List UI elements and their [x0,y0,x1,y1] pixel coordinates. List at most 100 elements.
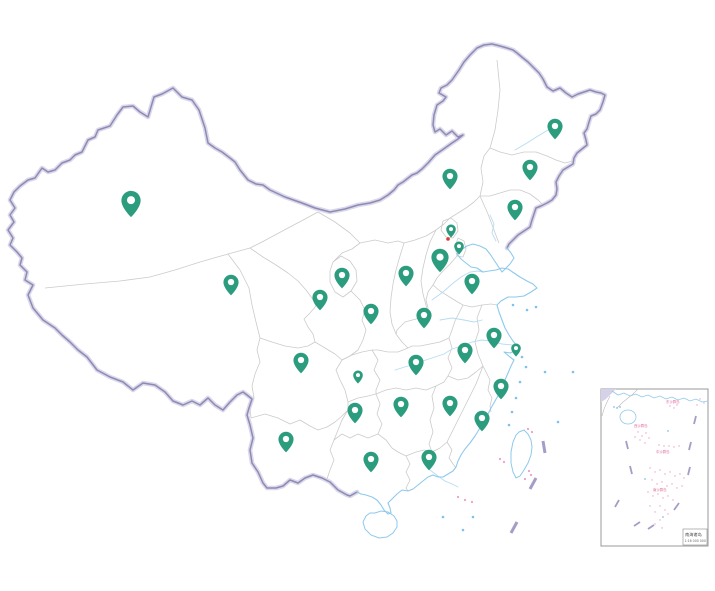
inset-island-dot-pink [667,495,669,497]
inset-island-dot-pink [696,404,698,406]
island-dot-blue [571,370,575,374]
inset-island-dot-pink [664,473,666,475]
inset-frame [600,388,709,547]
island-dot-blue [471,515,475,519]
island-dot-pink [526,427,530,431]
inset-island-dot-pink [651,479,653,481]
inset-vietnam-coast [601,388,639,417]
nine-dash-mark [509,521,519,534]
inset-island-dot-pink [669,471,671,473]
island-dot-blue [511,303,515,307]
nine-dash-segments [509,440,547,534]
inset-island-dot-pink [656,483,658,485]
inset-island-dot-pink [699,398,701,400]
inset-island-dot-pink [641,435,643,437]
inset-island-dot-pink [648,437,650,439]
inset-island-label: 南沙群岛 [653,487,667,492]
inset-island-dot-pink [639,439,641,441]
island-dot-pink [470,500,474,504]
inset-island-dot-pink [671,483,673,485]
inset-nine-dash-mark [614,499,620,508]
inset-island-dot-pink [673,407,675,409]
inset-island-dot-pink [674,475,676,477]
island-dot-blue [461,528,465,532]
inset-island-label: 西沙群岛 [634,423,648,428]
island-dot-blue [534,305,538,309]
inset-island-dot-pink [659,519,661,521]
coastline [356,243,538,515]
inset-coastline [611,390,709,403]
inset-island-dot-pink [644,442,646,444]
inset-island-dot-pink [664,509,666,511]
island-dot-blue [514,396,518,400]
inset-island-dot-pink [663,445,665,447]
pin-shanghai[interactable] [511,343,521,357]
inset-island-dot-pink [673,446,675,448]
inset-island-dot-blue [644,478,646,480]
inset-island-dot-pink [703,402,705,404]
island-dot-blue [510,410,514,414]
inset-island-dot-pink [676,487,678,489]
island-dot-pink [523,477,527,481]
inset-island-label: 中沙群岛 [656,449,670,454]
capital-marker-layer [446,237,450,241]
taiwan-island [510,429,533,479]
inset-nine-dash-mark [633,521,641,527]
inset-hainan-island [619,409,637,425]
inset-island-dot-blue [619,406,621,408]
inset-nine-dash [614,415,697,530]
inset-island-dot-pink [668,445,670,447]
inset-island-dot-pink [667,513,669,515]
inset-island-dot-pink [654,471,656,473]
inset-island-dot-pink [661,481,663,483]
inset-island-dot-pink [672,499,674,501]
inset-island-dot-pink [657,493,659,495]
inset-island-dot-pink [647,491,649,493]
island-dot-blue [507,423,511,427]
island-dot-blue [518,380,522,384]
inset-island-dot-pink [634,436,636,438]
inset-nine-dash-mark [625,440,629,450]
inset-island-dot-pink [637,431,639,433]
inset-island-dot-pink [652,495,654,497]
inset-nine-dash-mark [629,465,633,475]
inset-island-dot-pink [683,477,685,479]
inset-island-dot-pink [679,473,681,475]
capital-dot [446,237,450,241]
island-dot-pink [456,495,460,499]
inset-island-dot-pink [662,497,664,499]
inset-island-dot-pink [658,444,660,446]
inset-island-dots [613,398,705,529]
inset-mainland-wedge [601,389,616,402]
inset-nine-dash-mark [693,415,697,425]
national-border-line [7,43,606,497]
inset-island-dot-pink [669,405,671,407]
hainan-island [362,510,398,539]
island-dot-pink [498,457,502,461]
inset-scale-text: 1:16 000 000 [685,539,706,543]
island-dot-blue [520,355,524,359]
island-dot-blue [543,370,547,374]
inset-island-dot-pink [649,505,651,507]
island-dot-pink [463,498,467,502]
island-dot-blue [556,420,560,424]
inset-island-dot-pink [666,485,668,487]
inset-island-dot-pink [654,523,656,525]
inset-nine-dash-mark [673,502,680,511]
inset-island-dot-pink [654,511,656,513]
inset-island-dot-pink [659,469,661,471]
sea-islands-dots [441,303,575,532]
nine-dash-mark [541,440,547,454]
nine-dash-mark [528,477,538,490]
inset-island-dot-blue [613,406,615,408]
inset-island-dot-pink [649,467,651,469]
inset-nine-dash-mark [688,441,692,451]
inset-island-dot-blue [662,516,664,518]
island-dot-pink [530,430,534,434]
inset-island-dot-pink [676,404,678,406]
china-landmass [8,44,605,514]
